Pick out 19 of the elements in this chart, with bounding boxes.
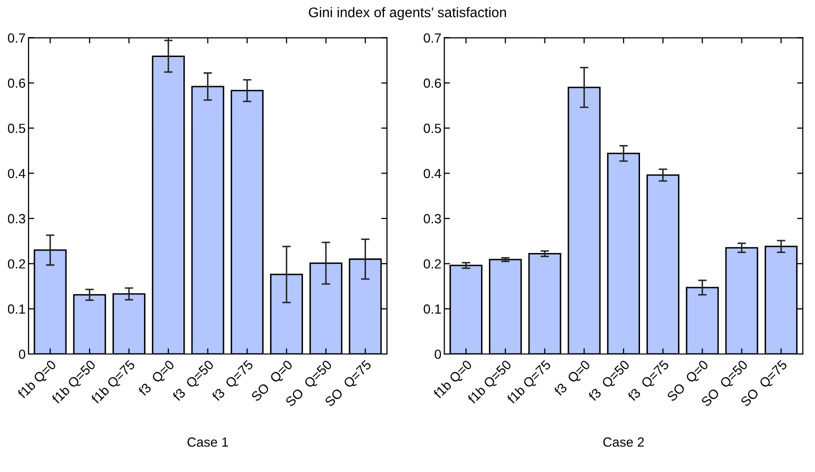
chart-title: Gini index of agents’ satisfaction (308, 7, 506, 20)
y-tick-label: 0.7 (424, 33, 441, 43)
y-tick-label: 0.2 (424, 259, 441, 269)
y-tick-label: 0.1 (8, 304, 26, 314)
y-tick-label: 0.5 (8, 124, 26, 134)
y-tick-label: 0.6 (8, 78, 26, 88)
y-tick-label: 0.4 (8, 168, 26, 178)
y-tick-label: 0.7 (8, 33, 26, 43)
x-axis-title: Case 2 (603, 437, 644, 447)
y-tick-label: 0.3 (8, 214, 26, 224)
y-tick-label: 0 (18, 350, 26, 359)
x-axis-title: Case 1 (188, 437, 228, 447)
y-tick-label: 0 (434, 350, 442, 359)
y-tick-label: 0.3 (424, 214, 441, 224)
y-tick-label: 0.6 (424, 78, 441, 88)
y-tick-label: 0.5 (424, 124, 441, 134)
y-tick-label: 0.4 (424, 168, 442, 178)
y-tick-label: 0.1 (424, 304, 441, 314)
y-tick-label: 0.2 (8, 259, 26, 269)
